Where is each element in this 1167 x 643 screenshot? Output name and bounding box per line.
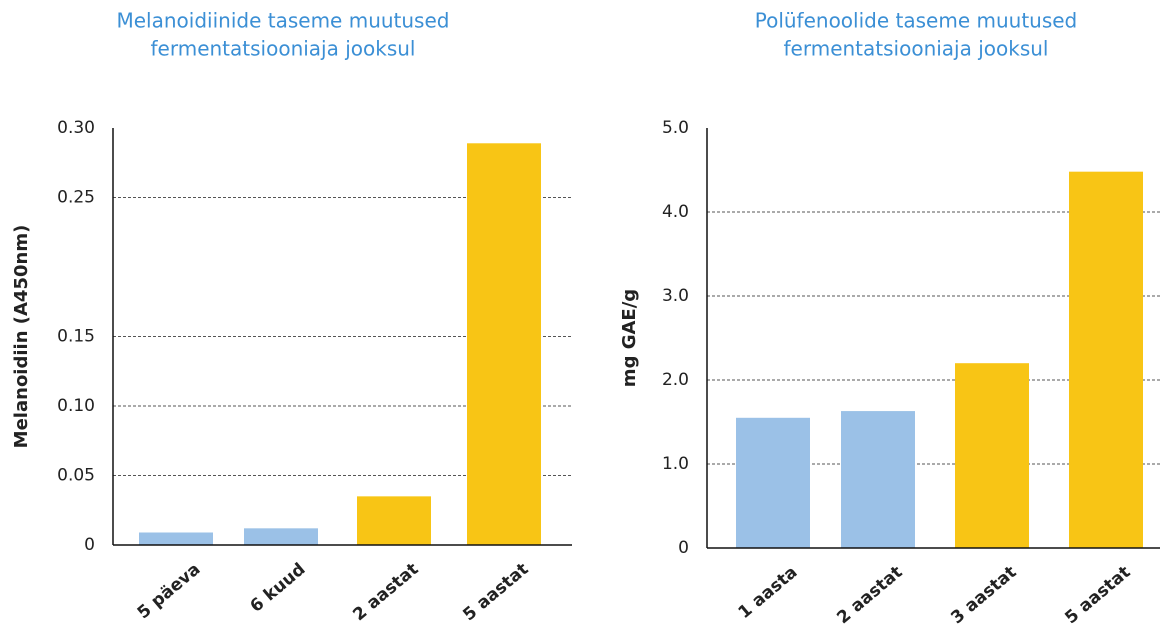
y-tick-label: 0.25 — [57, 188, 95, 208]
bar — [841, 411, 915, 548]
x-tick-label: 6 kuud — [246, 559, 309, 616]
y-tick-label: 5.0 — [662, 118, 689, 138]
bar — [467, 143, 541, 546]
bar — [244, 528, 318, 545]
x-tick-label: 5 päeva — [134, 559, 205, 623]
y-axis-label: mg GAE/g — [619, 289, 640, 387]
chart-title: Polüfenoolide taseme muutused — [755, 9, 1078, 33]
chart-title: Melanoidiinide taseme muutused — [117, 9, 450, 33]
bar — [736, 417, 810, 548]
bar — [955, 363, 1029, 548]
y-tick-label: 3.0 — [662, 286, 689, 306]
chart-title: fermentatsiooniaja jooksul — [784, 37, 1049, 61]
x-tick-label: 2 aastat — [349, 559, 422, 625]
y-tick-label: 1.0 — [662, 454, 689, 474]
chart-title: fermentatsiooniaja jooksul — [151, 37, 416, 61]
y-tick-label: 0 — [84, 535, 95, 555]
y-tick-label: 0.30 — [57, 118, 95, 138]
x-tick-label: 2 aastat — [833, 562, 906, 628]
x-tick-label: 5 aastat — [459, 559, 532, 625]
x-tick-label: 1 aasta — [735, 562, 802, 623]
y-tick-label: 0.15 — [57, 327, 95, 347]
y-tick-label: 0.05 — [57, 466, 95, 486]
bar — [139, 532, 213, 545]
bar — [1069, 171, 1143, 548]
y-tick-label: 0 — [678, 538, 689, 558]
y-axis-label: Melanoidiin (A450nm) — [11, 225, 32, 449]
y-tick-label: 2.0 — [662, 370, 689, 390]
bar — [357, 496, 431, 545]
y-tick-label: 4.0 — [662, 202, 689, 222]
x-tick-label: 3 aastat — [947, 562, 1020, 628]
y-tick-label: 0.10 — [57, 396, 95, 416]
x-tick-label: 5 aastat — [1061, 562, 1134, 628]
